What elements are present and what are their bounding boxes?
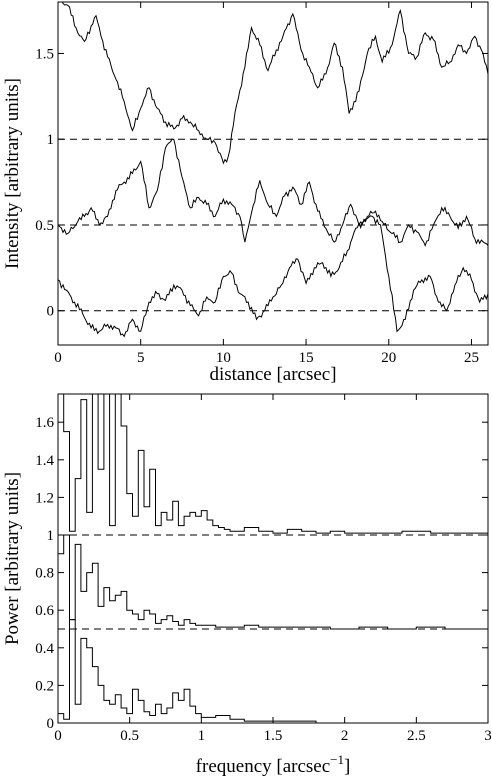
intensity-chart: 0 5 10 15 20 25 0 0.5 1 1.5 distance [arcsec] Inten… (2, 1, 489, 385)
intensity-y-tick-label-2: 1 (47, 132, 55, 148)
intensity-x-tick-label-3: 15 (299, 350, 314, 366)
power-y-tick-label-3: 0.6 (35, 603, 54, 619)
intensity-x-tick-label-0: 0 (54, 350, 62, 366)
power-y-tick-label-8: 1.6 (35, 415, 54, 431)
power-y-tick-label-1: 0.2 (35, 678, 54, 694)
power-x-tick-label-4: 2 (341, 728, 349, 744)
power-series-1 (58, 534, 488, 630)
intensity-plot-frame (57, 1, 489, 346)
intensity-y-tick-label-3: 1.5 (35, 46, 54, 62)
intensity-series-2 (58, 215, 488, 338)
intensity-series-1 (58, 138, 488, 247)
power-y-tick-label-6: 1.2 (35, 490, 54, 506)
intensity-x-axis-label: distance [arcsec] (209, 364, 336, 385)
power-x-tick-label-1: 0.5 (120, 728, 139, 744)
power-y-tick-label-5: 1 (47, 528, 55, 544)
intensity-x-tick-label-4: 20 (381, 350, 396, 366)
power-y-tick-label-7: 1.4 (35, 453, 54, 469)
power-y-axis-label: Power [arbitrary units] (2, 472, 23, 645)
intensity-y-tick-label-0: 0 (47, 304, 55, 320)
power-x-tick-label-0: 0 (54, 728, 62, 744)
intensity-x-tick-label-5: 25 (464, 350, 479, 366)
power-x-tick-label-5: 2.5 (407, 728, 426, 744)
intensity-x-tick-label-2: 10 (216, 350, 231, 366)
power-plot-frame (57, 393, 489, 724)
power-y-tick-label-2: 0.4 (35, 641, 54, 657)
power-x-tick-label-3: 1.5 (264, 728, 283, 744)
power-series-2 (58, 619, 488, 723)
intensity-series-0 (61, 2, 488, 165)
intensity-x-tick-label-1: 5 (137, 350, 145, 366)
power-x-axis-label: frequency [arcsec−1] (196, 752, 351, 777)
intensity-y-axis-label: Intensity [arbitrary units] (2, 78, 23, 269)
power-x-tick-label-2: 1 (198, 728, 206, 744)
power-y-tick-label-4: 0.8 (35, 566, 54, 582)
power-x-tick-label-6: 3 (484, 728, 492, 744)
intensity-y-tick-label-1: 0.5 (35, 218, 54, 234)
power-series-0 (58, 394, 488, 534)
power-y-tick-label-0: 0 (47, 716, 55, 732)
power-spectrum-chart: 0 0.5 1 1.5 2 2.5 3 0 0.2 0.4 0.6 0.8 1 1.2 1.4 1.6 freq… (2, 393, 492, 777)
